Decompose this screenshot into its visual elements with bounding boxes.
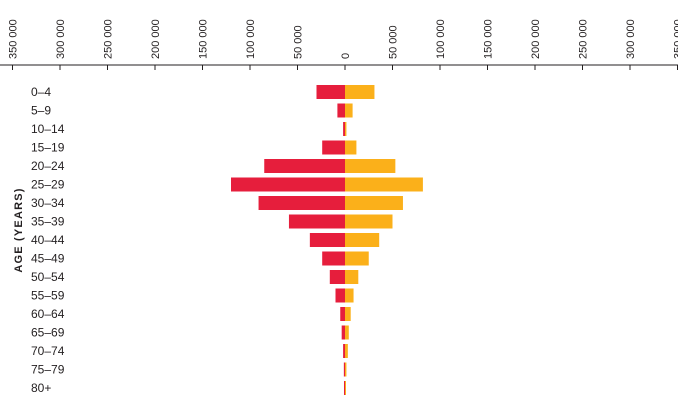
x-tick-label: 250 000 [103, 19, 115, 59]
bar-left [343, 122, 345, 136]
bar-right [345, 251, 369, 266]
x-tick-label: 300 000 [625, 19, 637, 59]
category-label: 40–44 [31, 233, 65, 247]
x-tick-label: 350 000 [8, 19, 20, 59]
bars [231, 85, 423, 395]
category-label: 70–74 [31, 344, 65, 358]
x-tick-label: 0 [340, 53, 352, 59]
bar-left [344, 381, 345, 395]
x-tick-label: 300 000 [55, 19, 67, 59]
bar-right [345, 159, 396, 173]
bar-right [345, 325, 349, 340]
x-tick-label: 150 000 [483, 19, 495, 59]
bar-right [345, 288, 354, 303]
bar-right [345, 270, 359, 284]
x-tick-label: 200 000 [530, 19, 542, 59]
bar-right [345, 344, 348, 358]
category-label: 80+ [31, 381, 51, 395]
bar-right [345, 85, 375, 99]
bar-right [345, 103, 353, 118]
bar-left [343, 344, 345, 358]
bar-left [288, 214, 345, 229]
bar-right [345, 122, 347, 136]
category-label: 60–64 [31, 307, 65, 321]
category-label: 65–69 [31, 326, 65, 340]
bar-left [329, 270, 345, 284]
bar-right [345, 381, 346, 395]
bar-right [345, 307, 351, 321]
x-tick-label: 50 000 [388, 25, 400, 59]
bar-left [231, 177, 345, 192]
category-label: 15–19 [31, 141, 65, 155]
category-label: 55–59 [31, 289, 65, 303]
bar-right [345, 362, 347, 377]
bar-left [322, 140, 345, 155]
bar-right [345, 233, 380, 247]
x-tick-label: 100 000 [435, 19, 447, 59]
bar-left [316, 85, 345, 99]
x-tick-label: 250 000 [578, 19, 590, 59]
x-tick-label: 200 000 [150, 19, 162, 59]
category-label: 75–79 [31, 363, 65, 377]
x-tick-label: 350 000 [673, 19, 678, 59]
x-axis-ticks: 350 000 300 000 250 000 200 000 150 000 100 0… [8, 19, 678, 70]
category-label: 10–14 [31, 122, 65, 136]
category-label: 25–29 [31, 178, 65, 192]
y-axis-title: AGE (YEARS) [13, 187, 25, 272]
category-label: 35–39 [31, 215, 65, 229]
bar-left [309, 233, 345, 247]
bar-right [345, 196, 403, 210]
category-label: 30–34 [31, 196, 65, 210]
category-label: 20–24 [31, 159, 65, 173]
bar-left [340, 307, 345, 321]
bar-left [335, 288, 345, 303]
category-label: 45–49 [31, 252, 65, 266]
bar-left [258, 196, 345, 210]
x-tick-label: 150 000 [198, 19, 210, 59]
bar-right [345, 214, 393, 229]
category-label: 0–4 [31, 85, 51, 99]
bar-left [341, 325, 345, 340]
x-tick-label: 50 000 [293, 25, 305, 59]
bar-left [322, 251, 345, 266]
bar-left [264, 159, 345, 173]
bar-left [337, 103, 345, 118]
category-labels: 0–4 5–9 10–14 15–19 20–24 25–29 30–34 35–39 40–4… [31, 85, 65, 395]
category-label: 5–9 [31, 104, 51, 118]
bar-right [345, 140, 357, 155]
x-tick-label: 100 000 [245, 19, 257, 59]
bar-right [345, 177, 423, 192]
category-label: 50–54 [31, 270, 65, 284]
bar-left [343, 362, 345, 377]
